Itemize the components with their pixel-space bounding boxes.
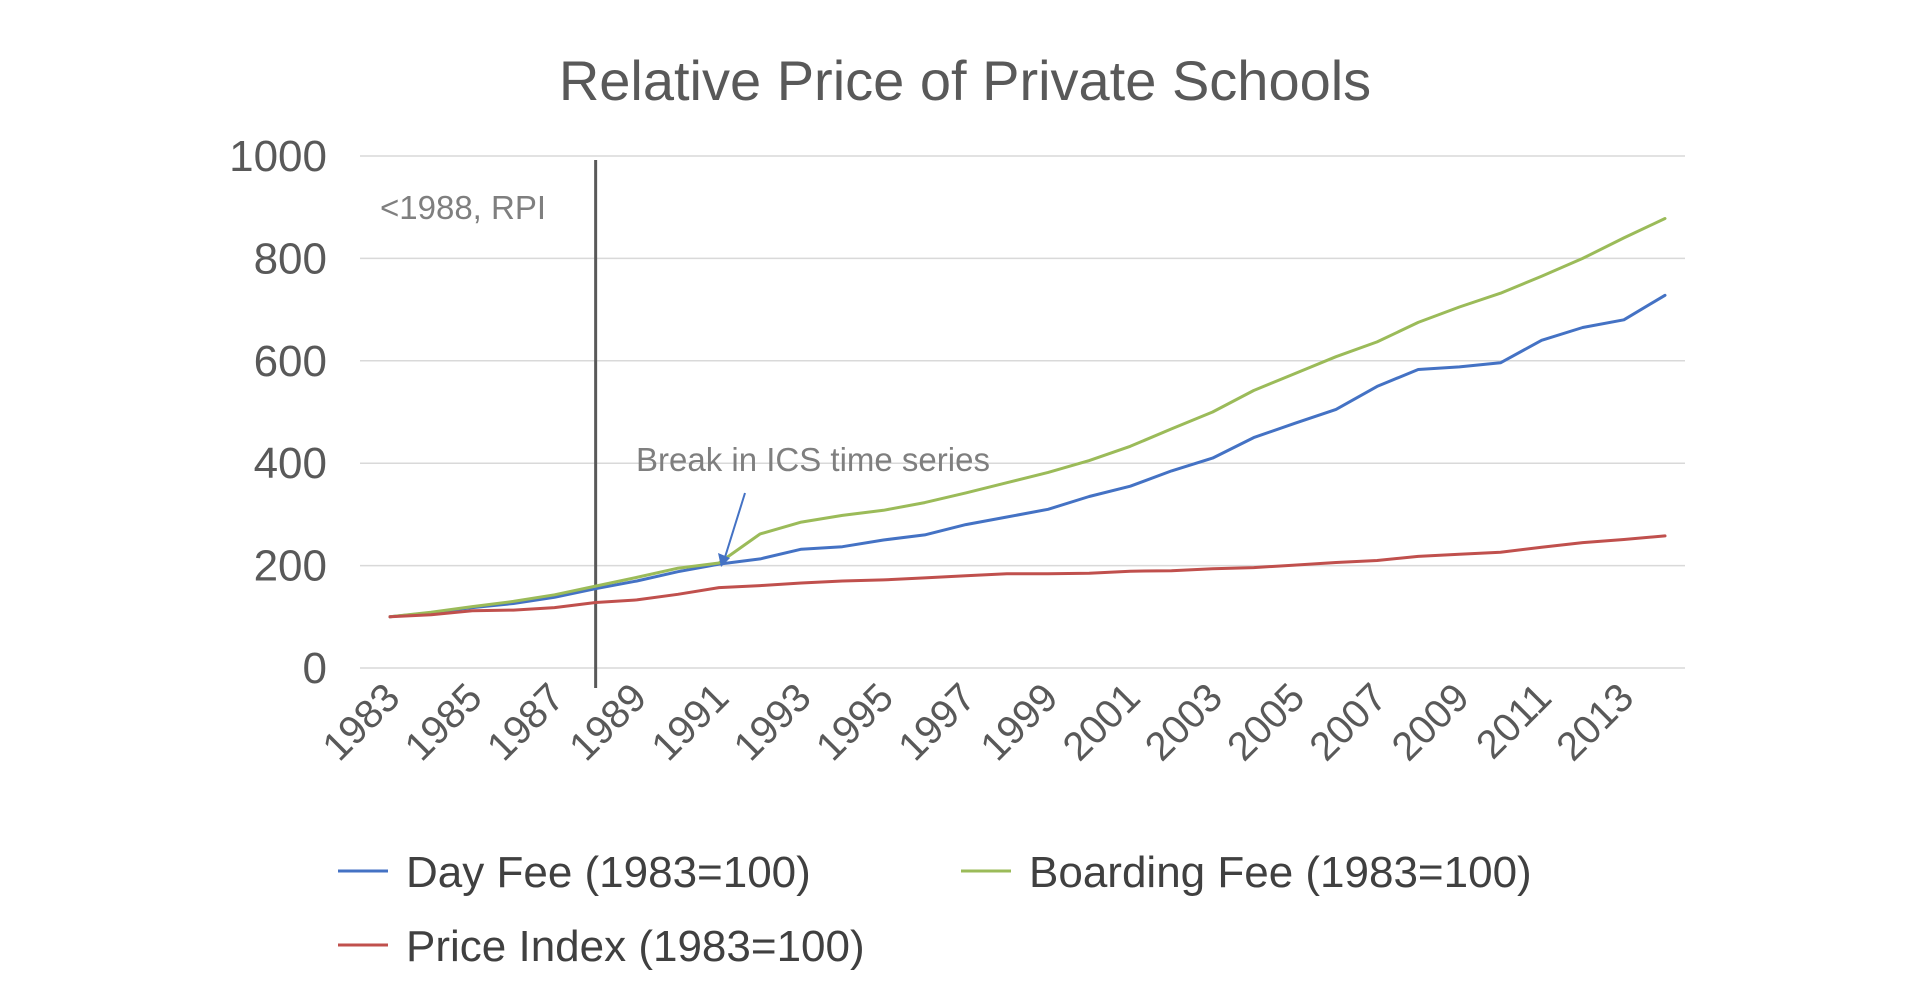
y-tick-label: 0 [303, 644, 327, 693]
y-tick-label: 800 [254, 234, 327, 283]
ics-break-annotation: Break in ICS time series [636, 441, 990, 478]
series-line-0 [388, 293, 1667, 619]
x-tick-label: 2007 [1301, 675, 1395, 769]
chart-title: Relative Price of Private Schools [559, 49, 1371, 112]
x-tick-label: 1991 [643, 675, 737, 769]
y-tick-label: 400 [254, 439, 327, 488]
series-lines [388, 217, 1667, 619]
y-tick-label: 200 [254, 542, 327, 591]
legend-label-2: Price Index (1983=100) [406, 922, 865, 971]
x-tick-label: 1993 [726, 675, 820, 769]
x-tick-label: 2011 [1468, 675, 1560, 767]
y-axis-ticks: 0 200 400 600 800 1000 [229, 132, 327, 693]
x-axis-ticks: 1983198519871989199119931995199719992001… [314, 675, 1642, 769]
x-tick-label: 1997 [890, 675, 984, 769]
x-tick-label: 2001 [1055, 675, 1149, 769]
rpi-annotation: <1988, RPI [380, 189, 546, 226]
y-tick-label: 600 [254, 337, 327, 386]
x-tick-label: 1985 [397, 675, 491, 769]
x-tick-label: 2003 [1137, 675, 1231, 769]
x-tick-label: 1995 [808, 675, 902, 769]
series-line-2 [388, 534, 1667, 619]
x-tick-label: 2013 [1548, 675, 1642, 769]
x-tick-label: 2005 [1219, 675, 1313, 769]
gridlines [360, 155, 1685, 669]
x-tick-label: 1983 [314, 675, 408, 769]
x-tick-label: 1987 [479, 675, 573, 769]
legend-label-0: Day Fee (1983=100) [406, 848, 811, 897]
x-tick-label: 1989 [561, 675, 655, 769]
legend: Day Fee (1983=100) Boarding Fee (1983=100… [338, 848, 1532, 971]
ics-break-arrow [724, 492, 746, 558]
ics-break-arrowhead [718, 553, 731, 568]
y-tick-label: 1000 [229, 132, 327, 181]
legend-label-1: Boarding Fee (1983=100) [1029, 848, 1532, 897]
x-tick-label: 2009 [1384, 675, 1478, 769]
series-line-1 [388, 217, 1667, 619]
x-tick-label: 1999 [972, 675, 1066, 769]
